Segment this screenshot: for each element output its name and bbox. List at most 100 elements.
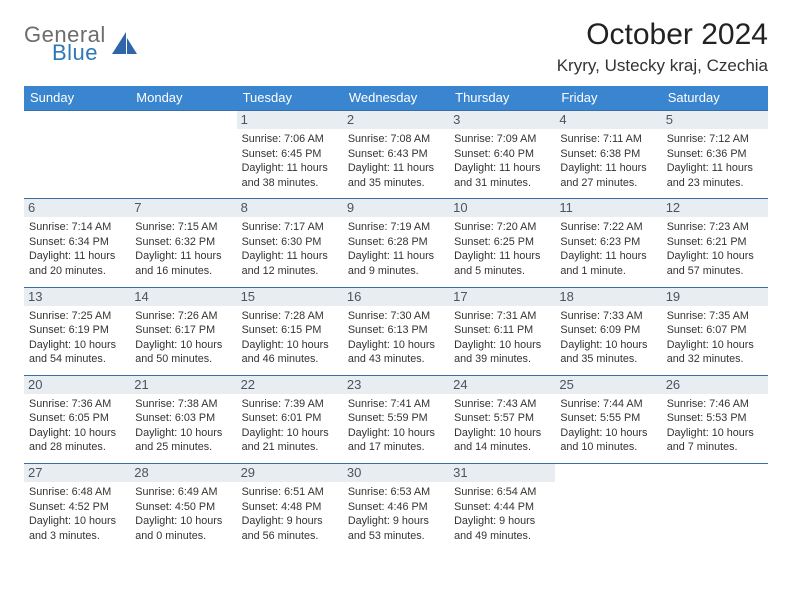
- sunset-text: Sunset: 6:36 PM: [667, 147, 763, 162]
- daylight-text: Daylight: 11 hours and 1 minute.: [560, 249, 656, 278]
- sunset-text: Sunset: 5:59 PM: [348, 411, 444, 426]
- daylight-text: Daylight: 10 hours and 10 minutes.: [560, 426, 656, 455]
- day-cell: 5Sunrise: 7:12 AMSunset: 6:36 PMDaylight…: [662, 111, 768, 199]
- location-subtitle: Kryry, Ustecky kraj, Czechia: [557, 56, 768, 76]
- page-header: General Blue October 2024 Kryry, Ustecky…: [24, 18, 768, 76]
- daylight-text: Daylight: 11 hours and 23 minutes.: [667, 161, 763, 190]
- sunrise-text: Sunrise: 7:23 AM: [667, 220, 763, 235]
- day-number: 7: [130, 199, 236, 217]
- day-number: 28: [130, 464, 236, 482]
- day-cell: 2Sunrise: 7:08 AMSunset: 6:43 PMDaylight…: [343, 111, 449, 199]
- day-cell: 24Sunrise: 7:43 AMSunset: 5:57 PMDayligh…: [449, 375, 555, 463]
- daylight-text: Daylight: 11 hours and 27 minutes.: [560, 161, 656, 190]
- day-cell: 3Sunrise: 7:09 AMSunset: 6:40 PMDaylight…: [449, 111, 555, 199]
- day-number: 22: [237, 376, 343, 394]
- day-number: 6: [24, 199, 130, 217]
- calendar-body: 1Sunrise: 7:06 AMSunset: 6:45 PMDaylight…: [24, 111, 768, 552]
- day-cell: 9Sunrise: 7:19 AMSunset: 6:28 PMDaylight…: [343, 199, 449, 287]
- day-header: Monday: [130, 86, 236, 111]
- day-cell: 19Sunrise: 7:35 AMSunset: 6:07 PMDayligh…: [662, 287, 768, 375]
- sunrise-text: Sunrise: 7:11 AM: [560, 132, 656, 147]
- sunset-text: Sunset: 6:09 PM: [560, 323, 656, 338]
- day-number: 26: [662, 376, 768, 394]
- calendar-row: 20Sunrise: 7:36 AMSunset: 6:05 PMDayligh…: [24, 375, 768, 463]
- sunset-text: Sunset: 5:53 PM: [667, 411, 763, 426]
- daylight-text: Daylight: 10 hours and 28 minutes.: [29, 426, 125, 455]
- daylight-text: Daylight: 9 hours and 56 minutes.: [242, 514, 338, 543]
- day-header: Sunday: [24, 86, 130, 111]
- day-cell: 6Sunrise: 7:14 AMSunset: 6:34 PMDaylight…: [24, 199, 130, 287]
- sunset-text: Sunset: 5:55 PM: [560, 411, 656, 426]
- daylight-text: Daylight: 11 hours and 38 minutes.: [242, 161, 338, 190]
- sunrise-text: Sunrise: 7:30 AM: [348, 309, 444, 324]
- day-cell: 26Sunrise: 7:46 AMSunset: 5:53 PMDayligh…: [662, 375, 768, 463]
- daylight-text: Daylight: 10 hours and 14 minutes.: [454, 426, 550, 455]
- sunset-text: Sunset: 6:01 PM: [242, 411, 338, 426]
- sunset-text: Sunset: 4:48 PM: [242, 500, 338, 515]
- daylight-text: Daylight: 10 hours and 17 minutes.: [348, 426, 444, 455]
- daylight-text: Daylight: 11 hours and 9 minutes.: [348, 249, 444, 278]
- day-cell: 20Sunrise: 7:36 AMSunset: 6:05 PMDayligh…: [24, 375, 130, 463]
- daylight-text: Daylight: 10 hours and 54 minutes.: [29, 338, 125, 367]
- day-cell: 14Sunrise: 7:26 AMSunset: 6:17 PMDayligh…: [130, 287, 236, 375]
- sunset-text: Sunset: 5:57 PM: [454, 411, 550, 426]
- sunset-text: Sunset: 4:52 PM: [29, 500, 125, 515]
- day-cell: 25Sunrise: 7:44 AMSunset: 5:55 PMDayligh…: [555, 375, 661, 463]
- sunset-text: Sunset: 6:43 PM: [348, 147, 444, 162]
- sunset-text: Sunset: 6:25 PM: [454, 235, 550, 250]
- daylight-text: Daylight: 10 hours and 32 minutes.: [667, 338, 763, 367]
- day-number: 20: [24, 376, 130, 394]
- day-number: 11: [555, 199, 661, 217]
- sunrise-text: Sunrise: 7:43 AM: [454, 397, 550, 412]
- brand-text: General Blue: [24, 24, 106, 64]
- day-header: Wednesday: [343, 86, 449, 111]
- day-number: 4: [555, 111, 661, 129]
- day-cell: 8Sunrise: 7:17 AMSunset: 6:30 PMDaylight…: [237, 199, 343, 287]
- daylight-text: Daylight: 11 hours and 35 minutes.: [348, 161, 444, 190]
- sunset-text: Sunset: 6:23 PM: [560, 235, 656, 250]
- day-cell: 30Sunrise: 6:53 AMSunset: 4:46 PMDayligh…: [343, 464, 449, 552]
- title-block: October 2024 Kryry, Ustecky kraj, Czechi…: [557, 18, 768, 76]
- day-cell: 15Sunrise: 7:28 AMSunset: 6:15 PMDayligh…: [237, 287, 343, 375]
- day-cell: 16Sunrise: 7:30 AMSunset: 6:13 PMDayligh…: [343, 287, 449, 375]
- brand-logo: General Blue: [24, 18, 138, 64]
- day-number: 18: [555, 288, 661, 306]
- sunrise-text: Sunrise: 7:22 AM: [560, 220, 656, 235]
- sunset-text: Sunset: 6:07 PM: [667, 323, 763, 338]
- day-cell: 17Sunrise: 7:31 AMSunset: 6:11 PMDayligh…: [449, 287, 555, 375]
- day-number: 31: [449, 464, 555, 482]
- sunset-text: Sunset: 6:30 PM: [242, 235, 338, 250]
- calendar-row: 13Sunrise: 7:25 AMSunset: 6:19 PMDayligh…: [24, 287, 768, 375]
- daylight-text: Daylight: 10 hours and 7 minutes.: [667, 426, 763, 455]
- empty-cell: [130, 111, 236, 199]
- daylight-text: Daylight: 10 hours and 35 minutes.: [560, 338, 656, 367]
- daylight-text: Daylight: 11 hours and 5 minutes.: [454, 249, 550, 278]
- sunrise-text: Sunrise: 6:49 AM: [135, 485, 231, 500]
- empty-cell: [24, 111, 130, 199]
- sunset-text: Sunset: 6:28 PM: [348, 235, 444, 250]
- daylight-text: Daylight: 10 hours and 39 minutes.: [454, 338, 550, 367]
- sunrise-text: Sunrise: 7:25 AM: [29, 309, 125, 324]
- sunrise-text: Sunrise: 7:26 AM: [135, 309, 231, 324]
- day-number: 13: [24, 288, 130, 306]
- day-header: Friday: [555, 86, 661, 111]
- day-number: 5: [662, 111, 768, 129]
- daylight-text: Daylight: 10 hours and 3 minutes.: [29, 514, 125, 543]
- sunrise-text: Sunrise: 6:51 AM: [242, 485, 338, 500]
- day-number: 17: [449, 288, 555, 306]
- daylight-text: Daylight: 10 hours and 21 minutes.: [242, 426, 338, 455]
- daylight-text: Daylight: 10 hours and 0 minutes.: [135, 514, 231, 543]
- sunrise-text: Sunrise: 7:35 AM: [667, 309, 763, 324]
- sunrise-text: Sunrise: 7:41 AM: [348, 397, 444, 412]
- sunset-text: Sunset: 6:19 PM: [29, 323, 125, 338]
- sunrise-text: Sunrise: 7:17 AM: [242, 220, 338, 235]
- sunrise-text: Sunrise: 7:20 AM: [454, 220, 550, 235]
- sunset-text: Sunset: 6:17 PM: [135, 323, 231, 338]
- sunset-text: Sunset: 6:15 PM: [242, 323, 338, 338]
- month-title: October 2024: [557, 18, 768, 52]
- daylight-text: Daylight: 11 hours and 20 minutes.: [29, 249, 125, 278]
- day-header-row: Sunday Monday Tuesday Wednesday Thursday…: [24, 86, 768, 111]
- calendar-row: 1Sunrise: 7:06 AMSunset: 6:45 PMDaylight…: [24, 111, 768, 199]
- day-cell: 13 Sunrise: 7:25 AMSunset: 6:19 PMDayligh…: [24, 287, 130, 375]
- day-number: 21: [130, 376, 236, 394]
